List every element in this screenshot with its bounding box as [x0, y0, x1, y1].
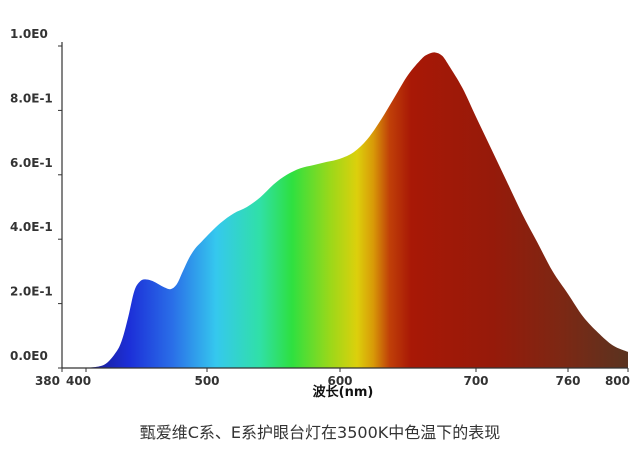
y-tick-label: 4.0E-1: [10, 220, 53, 234]
x-tick-label: 500: [194, 374, 219, 388]
x-axis-ticks: 380 400 500 600 700 760 800: [35, 368, 630, 388]
x-tick-label: 800: [605, 374, 630, 388]
chart-caption: 甄爱维C系、E系护眼台灯在3500K中色温下的表现: [140, 423, 501, 442]
y-axis-ticks: 0.0E0 2.0E-1 4.0E-1 6.0E-1 8.0E-1 1.0E0: [10, 27, 62, 369]
x-tick-label: 600: [327, 374, 352, 388]
spectrum-area: [86, 52, 628, 369]
y-tick-label: 0.0E0: [10, 349, 48, 363]
y-tick-label: 1.0E0: [10, 27, 48, 41]
y-tick-label: 8.0E-1: [10, 91, 53, 105]
x-tick-label: 700: [463, 374, 488, 388]
y-tick-label: 2.0E-1: [10, 285, 53, 299]
x-axis-title: 波长(nm): [313, 384, 374, 400]
y-tick-label: 6.0E-1: [10, 156, 53, 170]
x-tick-label: 760: [555, 374, 580, 388]
x-tick-label: 380: [35, 374, 60, 388]
x-tick-label: 400: [66, 374, 91, 388]
